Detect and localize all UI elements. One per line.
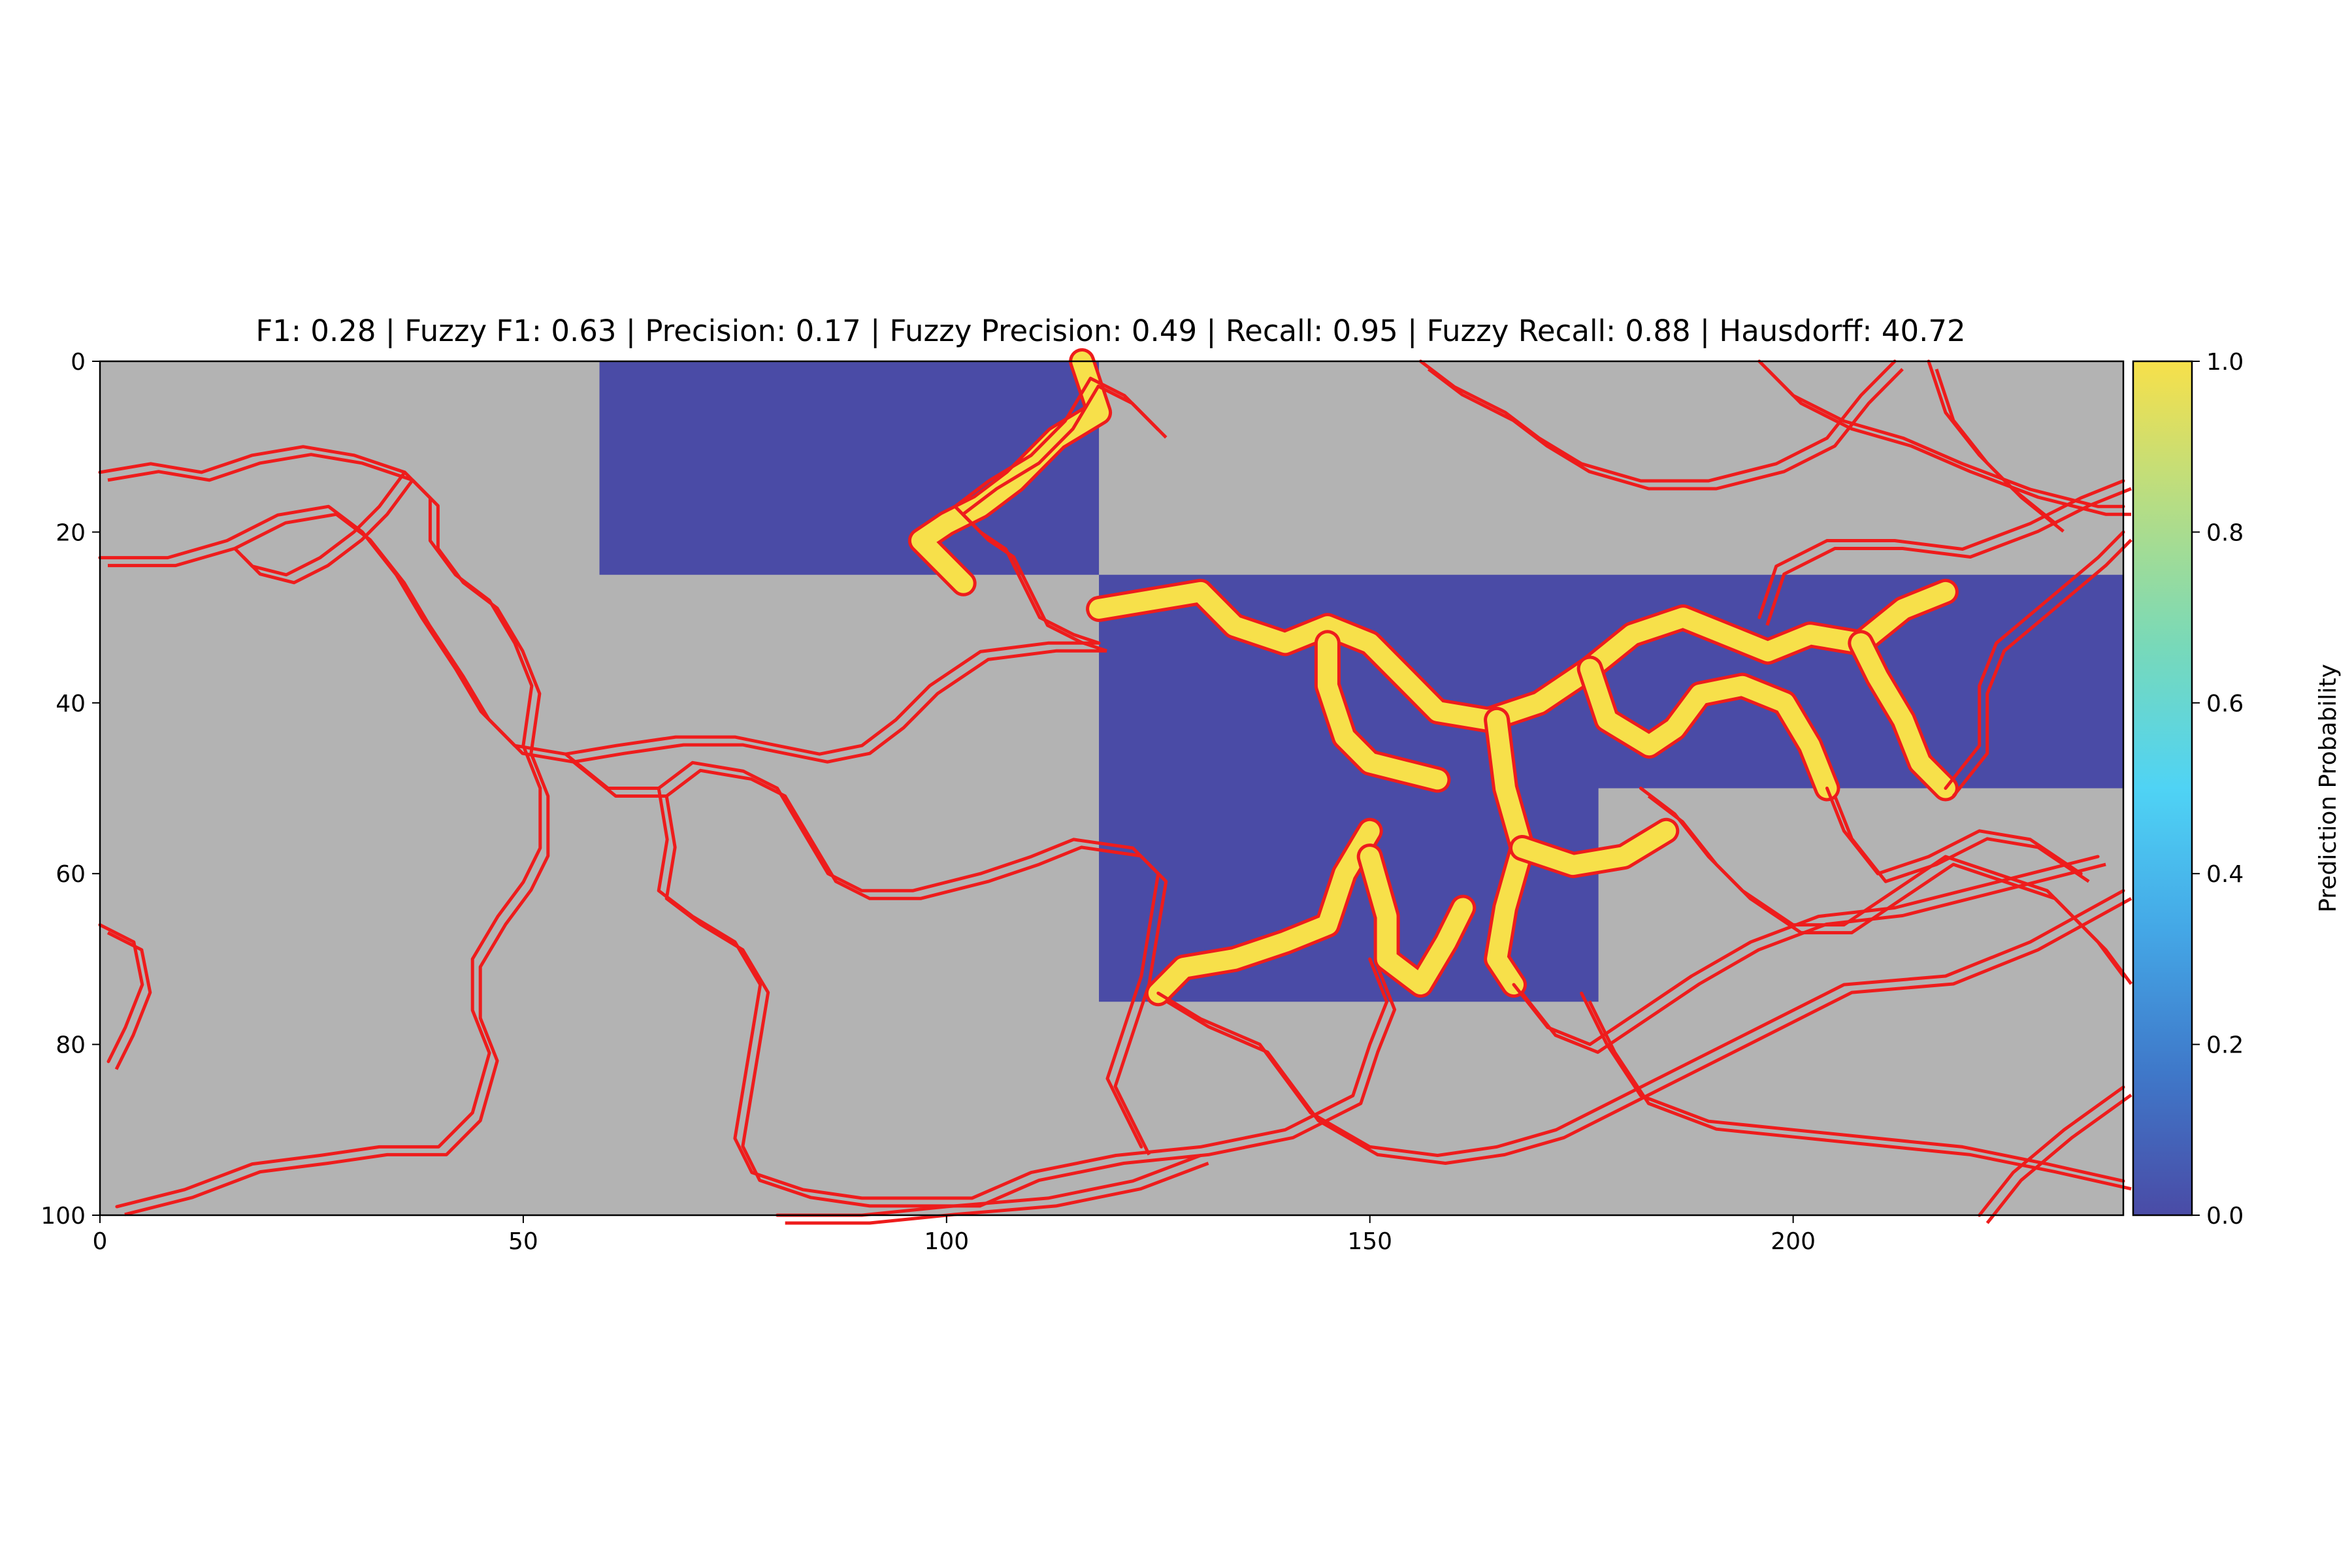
contour-strand-8 bbox=[1588, 1000, 2132, 1191]
prediction-region-1 bbox=[1099, 574, 2123, 789]
y-tick-label: 0 bbox=[71, 349, 86, 376]
colorbar-ticks: 0.0 0.2 0.4 0.6 0.8 1.0 bbox=[2192, 349, 2244, 1230]
colorbar-tick-label: 0.0 bbox=[2206, 1203, 2244, 1230]
x-axis: 0 50 100 150 200 bbox=[93, 1215, 1816, 1255]
high-prob-band-4 bbox=[1851, 633, 1955, 798]
colorbar-tick-label: 0.2 bbox=[2206, 1032, 2244, 1059]
contour-strand-10 bbox=[1647, 794, 2133, 985]
colorbar-tick-label: 0.4 bbox=[2206, 861, 2244, 888]
y-axis: 0 20 40 60 80 100 bbox=[41, 349, 100, 1230]
high-prob-band-0 bbox=[911, 351, 1109, 593]
x-tick-label: 0 bbox=[93, 1228, 108, 1255]
contour-strand-11 bbox=[1833, 795, 2090, 883]
contour-strand-5 bbox=[242, 479, 414, 585]
high-probability-layer bbox=[907, 348, 1959, 1007]
high-prob-band-7 bbox=[1148, 821, 1380, 1004]
y-tick-label: 20 bbox=[56, 519, 86, 546]
contour-outer-8 bbox=[1580, 991, 2125, 1183]
contour-strand-14 bbox=[1427, 368, 1904, 491]
contour-outer-9 bbox=[1512, 855, 2100, 1047]
contour-strand-9 bbox=[1520, 862, 2106, 1054]
contour-strand-6 bbox=[106, 931, 152, 1070]
plot-frame bbox=[99, 360, 2125, 1217]
colorbar: 0.0 0.2 0.4 0.6 0.8 1.0 Prediction Probabilit… bbox=[2132, 349, 2342, 1230]
contour-outer-6 bbox=[98, 923, 144, 1064]
x-tick-label: 100 bbox=[924, 1228, 969, 1255]
high-prob-band-6 bbox=[1512, 821, 1676, 875]
contour-strand-3 bbox=[664, 796, 1397, 1208]
contour-outer-11 bbox=[1825, 787, 2083, 875]
contour-outer-12 bbox=[1944, 530, 2125, 790]
y-tick-label: 40 bbox=[56, 691, 86, 717]
contour-strand-13 bbox=[1765, 487, 2132, 626]
contour-strand-12 bbox=[1952, 538, 2132, 798]
plot-area bbox=[98, 348, 2133, 1225]
contour-outer-13 bbox=[1757, 479, 2125, 619]
x-tick-label: 150 bbox=[1347, 1228, 1392, 1255]
contour-outer-4 bbox=[953, 376, 1160, 645]
high-prob-band-5 bbox=[1487, 710, 1532, 995]
contour-outer-2 bbox=[564, 752, 1160, 1149]
colorbar-gradient bbox=[2132, 360, 2193, 1217]
ground-truth-contours bbox=[98, 359, 2133, 1225]
y-tick-label: 80 bbox=[56, 1032, 86, 1059]
contour-outer-15 bbox=[1757, 359, 2125, 508]
chart-title: F1: 0.28 | Fuzzy F1: 0.63 | Precision: 0… bbox=[255, 314, 1965, 348]
y-tick-label: 60 bbox=[56, 861, 86, 888]
contour-outer-0 bbox=[98, 445, 542, 1209]
colorbar-tick-label: 0.8 bbox=[2206, 519, 2244, 546]
contour-outer-3 bbox=[657, 787, 1389, 1200]
contour-strand-18 bbox=[1985, 1093, 2132, 1224]
x-tick-label: 50 bbox=[508, 1228, 538, 1255]
contour-strand-16 bbox=[1935, 368, 2065, 533]
high-prob-band-1 bbox=[1089, 581, 1955, 730]
contour-strand-7 bbox=[1165, 897, 2132, 1165]
colorbar-tick-label: 0.6 bbox=[2206, 691, 2244, 717]
contour-strand-17 bbox=[785, 1162, 1209, 1225]
high-prob-band-2 bbox=[1317, 633, 1448, 790]
contour-strand-15 bbox=[1766, 368, 2131, 516]
colorbar-label: Prediction Probability bbox=[2315, 664, 2342, 913]
x-tick-label: 200 bbox=[1771, 1228, 1816, 1255]
high-prob-band-3 bbox=[1580, 659, 1837, 798]
contour-strand-0 bbox=[107, 453, 550, 1217]
y-tick-label: 100 bbox=[41, 1203, 86, 1230]
colorbar-tick-label: 1.0 bbox=[2206, 349, 2244, 376]
high-prob-band-8 bbox=[1360, 847, 1473, 995]
contour-outer-18 bbox=[1978, 1085, 2125, 1217]
contour-strand-4 bbox=[961, 384, 1168, 653]
contour-strand-2 bbox=[572, 760, 1168, 1156]
